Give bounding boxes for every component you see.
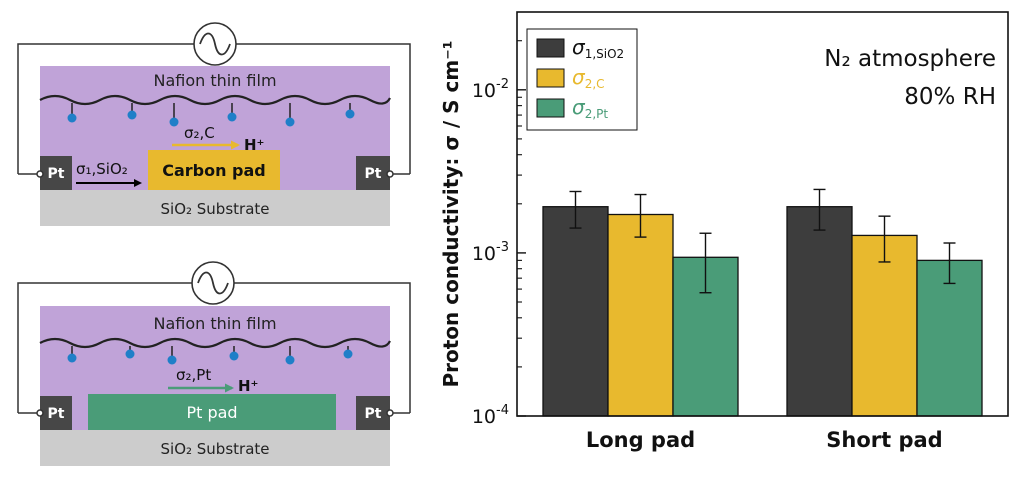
ac-source-icon (193, 22, 237, 66)
substrate-label-top: SiO₂ Substrate (161, 200, 270, 218)
legend-swatch (536, 98, 565, 118)
diagram-top: Nafion thin film σ₂,C H⁺ Carbon pad σ₁,S… (17, 22, 411, 226)
pt-pad (88, 394, 336, 430)
x-tick-label: Short pad (826, 428, 942, 452)
legend-entry-subscript: 1,SiO2 (585, 47, 624, 61)
pt-electrode-left-bottom (40, 396, 72, 430)
bars (542, 206, 983, 417)
pt-electrode-right-label-bottom: Pt (365, 406, 382, 422)
proton-ions-top (67, 109, 355, 127)
pt-electrode-left-top (40, 156, 72, 190)
nafion-label-bottom: Nafion thin film (153, 314, 276, 333)
proton-label-top: H⁺ (244, 136, 264, 154)
circuit-wire-bottom (17, 282, 192, 413)
sigma-surface-label-bottom: σ₂,Pt (176, 366, 211, 384)
polymer-chain-bottom (39, 337, 391, 349)
bar (542, 206, 609, 417)
annotation-humidity: 80% RH (904, 84, 996, 110)
nafion-label-top: Nafion thin film (153, 71, 276, 90)
substrate-label-bottom: SiO₂ Substrate (161, 440, 270, 458)
y-tick-exponent: -4 (496, 403, 509, 418)
proton-label-bottom: H⁺ (238, 377, 258, 395)
bar (607, 213, 674, 417)
diagram-bottom: Nafion thin film σ₂,Pt H⁺ Pt pad Pt Pt (17, 261, 411, 466)
proton-ions-bottom (67, 349, 353, 365)
bar (851, 234, 918, 417)
ac-source-icon (191, 261, 235, 305)
polymer-chain-top (39, 94, 391, 106)
x-tick-label: Long pad (586, 428, 695, 452)
legend-entry-subscript: 2,Pt (585, 107, 609, 121)
sigma-surface-label-top: σ₂,C (184, 124, 215, 142)
sigma-interface-label-top: σ₁,SiO₂ (76, 160, 128, 178)
carbon-pad (148, 150, 280, 190)
y-axis-label: Proton conductivity: σ / S cm⁻¹ (439, 40, 463, 387)
y-tick-label: 10-2 (472, 77, 509, 102)
carbon-pad-label: Carbon pad (162, 161, 266, 180)
y-axis-ticks: 10-4 10-3 10-2 (472, 40, 526, 428)
error-bars (569, 188, 956, 294)
pt-electrode-left-label-top: Pt (48, 166, 65, 182)
bar (916, 259, 983, 417)
substrate-top (40, 190, 390, 226)
conductivity-chart: Proton conductivity: σ / S cm⁻¹ 10-4 10-3… (439, 11, 1009, 452)
legend-swatch (536, 68, 565, 88)
pt-pad-label: Pt pad (186, 403, 237, 422)
pt-electrode-right-top (356, 156, 390, 190)
substrate-bottom (40, 430, 390, 466)
y-tick-label: 10-4 (472, 403, 509, 428)
plot-frame (516, 11, 1009, 417)
legend-swatch (536, 38, 565, 58)
circuit-wire-top (17, 43, 194, 174)
pt-electrode-left-label-bottom: Pt (48, 406, 65, 422)
x-axis-labels: Long pad Short pad (586, 428, 943, 452)
y-tick-exponent: -2 (496, 77, 509, 92)
pt-electrode-right-label-top: Pt (365, 166, 382, 182)
circuit-wire-bottom-right (234, 282, 411, 413)
pt-electrode-right-bottom (356, 396, 390, 430)
y-tick-exponent: -3 (496, 240, 509, 255)
bar (786, 206, 853, 417)
circuit-wire-top-right (236, 43, 411, 174)
annotation-atmosphere: N₂ atmosphere (824, 46, 996, 72)
y-tick-label: 10-3 (472, 240, 509, 265)
legend-entry-subscript: 2,C (585, 77, 605, 91)
